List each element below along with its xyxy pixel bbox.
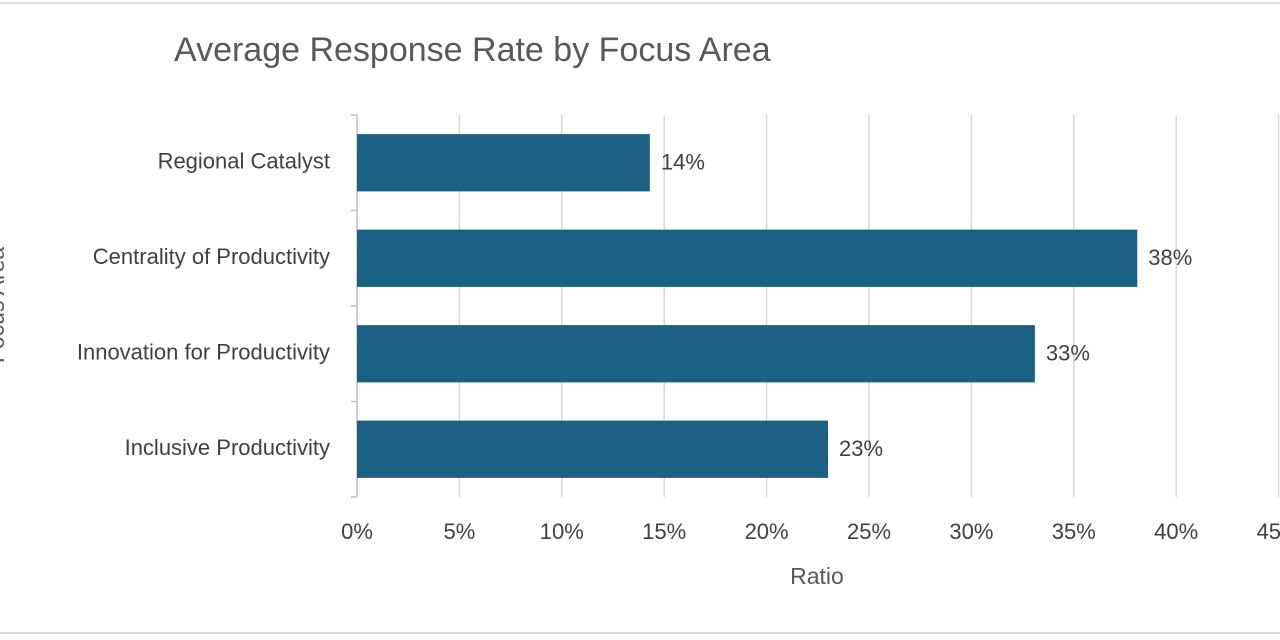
x-tick-label: 10% <box>540 519 584 544</box>
y-tick-label: Regional Catalyst <box>158 149 330 174</box>
x-tick-label: 0% <box>341 519 373 544</box>
x-tick-label: 20% <box>745 519 789 544</box>
data-label: 23% <box>839 436 883 461</box>
y-axis-title: Focus Area <box>0 247 9 364</box>
x-tick-label: 40% <box>1154 519 1198 544</box>
x-tick-label: 25% <box>847 519 891 544</box>
chart-title: Average Response Rate by Focus Area <box>174 31 771 69</box>
data-label: 33% <box>1046 341 1090 366</box>
bar <box>357 134 650 192</box>
x-tick-label: 5% <box>444 519 476 544</box>
bar <box>357 420 829 478</box>
x-tick-label: 30% <box>949 519 993 544</box>
y-tick-label: Innovation for Productivity <box>77 340 330 365</box>
x-axis-title: Ratio <box>790 563 844 589</box>
data-label: 38% <box>1148 245 1192 270</box>
y-tick-label: Inclusive Productivity <box>125 435 330 460</box>
x-tick-label: 45% <box>1257 519 1280 544</box>
bar <box>357 325 1035 383</box>
bar <box>357 229 1138 287</box>
data-label: 14% <box>661 150 705 175</box>
x-tick-label: 15% <box>642 519 686 544</box>
y-tick-label: Centrality of Productivity <box>93 244 330 269</box>
x-tick-label: 35% <box>1052 519 1096 544</box>
